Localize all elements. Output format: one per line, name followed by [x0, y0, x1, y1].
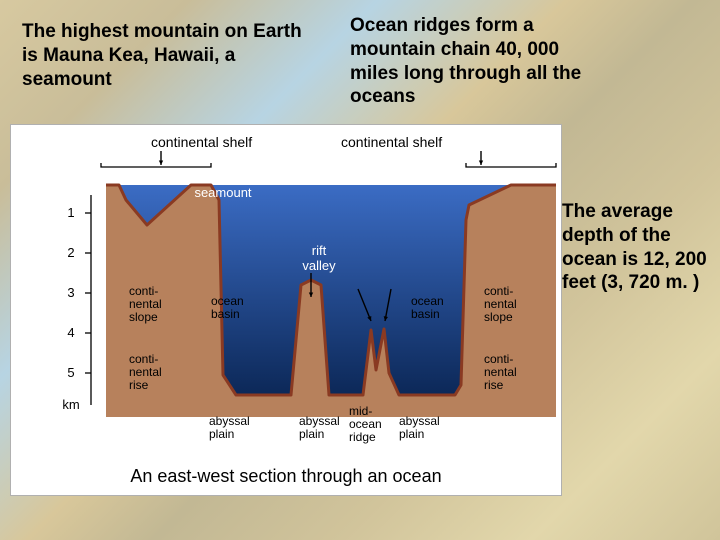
water-label-seamount: seamount [194, 185, 251, 200]
label-bottom-1: oceanbasin [411, 294, 444, 321]
svg-text:plain: plain [209, 427, 234, 441]
svg-text:abyssal: abyssal [209, 414, 250, 428]
depth-tick-1: 1 [67, 205, 74, 220]
svg-text:nental: nental [129, 297, 162, 311]
water-label-valley: valley [302, 258, 336, 273]
label-left-0: conti-nentalslope [129, 284, 162, 324]
diagram-title: An east-west section through an ocean [11, 466, 561, 487]
depth-tick-4: 4 [67, 325, 74, 340]
shelf-bracket-left [101, 163, 211, 167]
label-bottom-4: abyssalplain [399, 414, 440, 441]
callout-avg-depth: The average depth of the ocean is 12, 20… [562, 200, 712, 295]
svg-text:rise: rise [129, 378, 149, 392]
svg-text:slope: slope [484, 310, 513, 324]
label-continental-shelf-0: continental shelf [151, 134, 252, 150]
svg-text:basin: basin [411, 307, 440, 321]
svg-text:nental: nental [484, 297, 517, 311]
water-label-rift: rift [312, 243, 327, 258]
svg-text:ocean: ocean [411, 294, 444, 308]
svg-text:ocean: ocean [211, 294, 244, 308]
svg-text:nental: nental [129, 365, 162, 379]
svg-text:abyssal: abyssal [399, 414, 440, 428]
callout-mauna-kea: The highest mountain on Earth is Mauna K… [22, 20, 317, 91]
svg-text:abyssal: abyssal [299, 414, 340, 428]
svg-text:conti-: conti- [484, 284, 513, 298]
depth-tick-5: 5 [67, 365, 74, 380]
svg-text:conti-: conti- [129, 352, 158, 366]
label-bottom-2: abyssalplain [209, 414, 250, 441]
svg-text:conti-: conti- [129, 284, 158, 298]
svg-text:slope: slope [129, 310, 158, 324]
label-continental-shelf-1: continental shelf [341, 134, 442, 150]
depth-tick-3: 3 [67, 285, 74, 300]
svg-text:rise: rise [484, 378, 504, 392]
svg-text:conti-: conti- [484, 352, 513, 366]
depth-tick-2: 2 [67, 245, 74, 260]
svg-text:basin: basin [211, 307, 240, 321]
svg-text:plain: plain [299, 427, 324, 441]
svg-text:ridge: ridge [349, 430, 376, 444]
label-bottom-3: abyssalplain [299, 414, 340, 441]
ocean-cross-section-svg: continental shelf continental shelf 1 2 3 4 5 k… [11, 125, 561, 460]
svg-text:mid-: mid- [349, 404, 372, 418]
label-right-0: conti-nentalslope [484, 284, 517, 324]
shelf-bracket-right [466, 163, 556, 167]
depth-axis-unit: km [62, 397, 79, 412]
svg-text:plain: plain [399, 427, 424, 441]
svg-text:ocean: ocean [349, 417, 382, 431]
ocean-cross-section-diagram: continental shelf continental shelf 1 2 3 4 5 k… [10, 124, 562, 496]
callout-ocean-ridges: Ocean ridges form a mountain chain 40, 0… [350, 14, 600, 109]
svg-text:nental: nental [484, 365, 517, 379]
label-bottom-0: oceanbasin [211, 294, 244, 321]
slide-page: The highest mountain on Earth is Mauna K… [0, 0, 720, 540]
